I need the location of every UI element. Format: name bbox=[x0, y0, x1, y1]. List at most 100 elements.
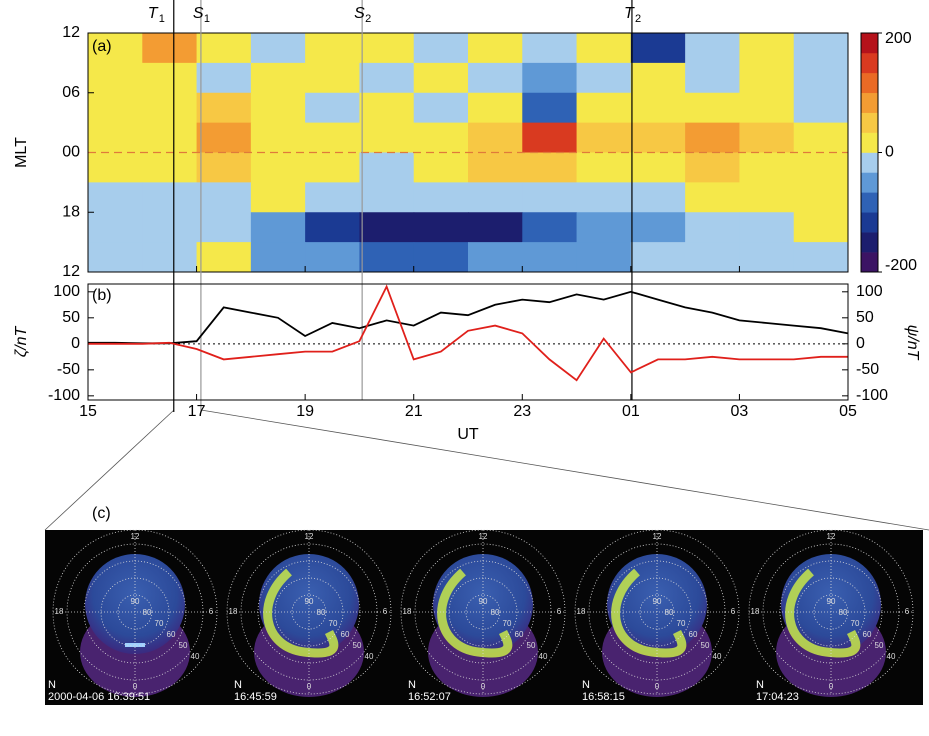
lat-label: 60 bbox=[341, 630, 350, 639]
lat-label: 60 bbox=[515, 630, 524, 639]
lat-label: 40 bbox=[365, 652, 374, 661]
heat-cell bbox=[739, 242, 794, 272]
heat-cell bbox=[468, 93, 523, 123]
heat-cell bbox=[794, 93, 849, 123]
heat-cell bbox=[251, 93, 306, 123]
lat-label: 60 bbox=[863, 630, 872, 639]
heat-cell bbox=[142, 33, 197, 63]
mlt-label: 18 bbox=[55, 607, 64, 616]
y-tick-label: 00 bbox=[62, 144, 80, 161]
heat-cell bbox=[88, 63, 143, 93]
mlt-label: 0 bbox=[307, 682, 312, 691]
heat-cell bbox=[414, 93, 469, 123]
heat-cell bbox=[685, 212, 740, 242]
colorbar-swatch bbox=[861, 113, 878, 133]
heat-cell bbox=[794, 212, 849, 242]
x-tick-label: 19 bbox=[296, 403, 314, 420]
y2-tick-label: -100 bbox=[856, 387, 888, 404]
heat-cell bbox=[577, 123, 632, 153]
lat-label: 70 bbox=[329, 619, 338, 628]
heat-cell bbox=[305, 212, 360, 242]
y-tick-label: 100 bbox=[53, 283, 80, 300]
lat-label: 70 bbox=[677, 619, 686, 628]
event-label-sub: 2 bbox=[365, 13, 371, 25]
colorbar-swatch bbox=[861, 232, 878, 252]
mlt-label: 12 bbox=[653, 532, 662, 541]
heat-cell bbox=[794, 123, 849, 153]
mlt-label: 12 bbox=[479, 532, 488, 541]
heat-cell bbox=[142, 63, 197, 93]
pole-label: N bbox=[48, 679, 56, 691]
heat-cell bbox=[631, 93, 686, 123]
colorbar-swatch bbox=[861, 212, 878, 232]
heat-cell bbox=[305, 153, 360, 183]
lat-label: 80 bbox=[665, 608, 674, 617]
heat-cell bbox=[305, 123, 360, 153]
heat-cell bbox=[522, 63, 577, 93]
heat-cell bbox=[739, 93, 794, 123]
heat-cell bbox=[522, 33, 577, 63]
lat-label: 90 bbox=[479, 597, 488, 606]
heat-cell bbox=[197, 182, 252, 212]
mlt-label: 0 bbox=[655, 682, 660, 691]
heat-cell bbox=[359, 182, 414, 212]
heat-cell bbox=[794, 153, 849, 183]
heat-cell bbox=[631, 212, 686, 242]
timestamp: 16:52:07 bbox=[408, 691, 451, 703]
heat-cell bbox=[359, 242, 414, 272]
heat-cell bbox=[468, 182, 523, 212]
panel-label: (a) bbox=[92, 38, 112, 55]
heat-cell bbox=[251, 242, 306, 272]
heat-cell bbox=[685, 123, 740, 153]
lat-label: 50 bbox=[353, 641, 362, 650]
heat-cell bbox=[197, 33, 252, 63]
heat-cell bbox=[251, 63, 306, 93]
heat-cell bbox=[305, 242, 360, 272]
colorbar-swatch bbox=[861, 53, 878, 73]
colorbar-label: -200 bbox=[885, 257, 917, 274]
x-tick-label: 15 bbox=[79, 403, 97, 420]
event-label: S bbox=[354, 5, 365, 22]
heat-cell bbox=[794, 182, 849, 212]
lat-label: 90 bbox=[305, 597, 314, 606]
x-tick-label: 23 bbox=[513, 403, 531, 420]
heat-cell bbox=[522, 242, 577, 272]
heat-cell bbox=[685, 153, 740, 183]
heat-cell bbox=[577, 182, 632, 212]
pole-label: N bbox=[408, 679, 416, 691]
colorbar-swatch bbox=[861, 153, 878, 173]
lat-label: 80 bbox=[317, 608, 326, 617]
heat-cell bbox=[359, 33, 414, 63]
mlt-label: 0 bbox=[829, 682, 834, 691]
heat-cell bbox=[359, 93, 414, 123]
lat-label: 60 bbox=[689, 630, 698, 639]
heat-cell bbox=[142, 242, 197, 272]
x-tick-label: 01 bbox=[622, 403, 640, 420]
lat-label: 60 bbox=[167, 630, 176, 639]
y-tick-label: 06 bbox=[62, 84, 80, 101]
mlt-label: 0 bbox=[133, 682, 138, 691]
colorbar-label: 0 bbox=[885, 144, 894, 161]
heat-cell bbox=[522, 93, 577, 123]
lat-label: 80 bbox=[491, 608, 500, 617]
event-label: T bbox=[624, 5, 635, 22]
figure: 1218000612-2000200(a)MLTT1S1S2T2-100-500… bbox=[0, 0, 929, 731]
heat-cell bbox=[359, 153, 414, 183]
heat-cell bbox=[197, 153, 252, 183]
lat-label: 50 bbox=[701, 641, 710, 650]
heat-cell bbox=[359, 123, 414, 153]
y-axis-title: ζ/nT bbox=[13, 326, 30, 358]
heat-cell bbox=[685, 93, 740, 123]
mlt-label: 6 bbox=[557, 607, 562, 616]
heat-cell bbox=[739, 123, 794, 153]
lat-label: 50 bbox=[179, 641, 188, 650]
heat-cell bbox=[414, 153, 469, 183]
heat-cell bbox=[577, 153, 632, 183]
heat-cell bbox=[739, 212, 794, 242]
heat-cell bbox=[685, 63, 740, 93]
lat-label: 40 bbox=[713, 652, 722, 661]
heat-cell bbox=[522, 182, 577, 212]
heat-cell bbox=[414, 182, 469, 212]
mlt-label: 12 bbox=[827, 532, 836, 541]
event-label-sub: 2 bbox=[635, 13, 641, 25]
